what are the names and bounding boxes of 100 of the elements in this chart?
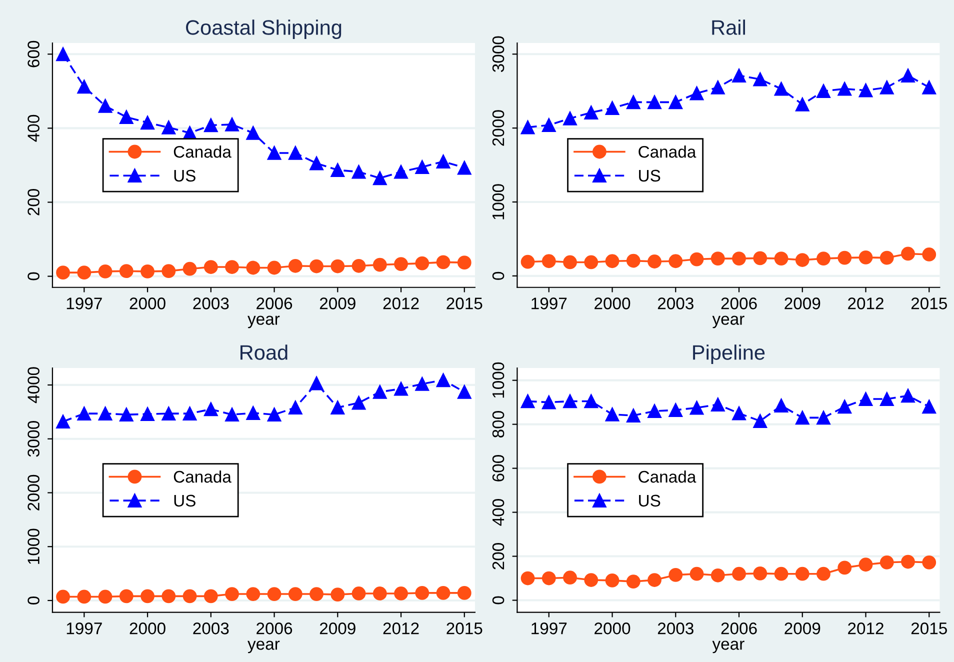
point: [204, 589, 218, 604]
point: [520, 394, 535, 408]
point: [352, 586, 366, 600]
point: [415, 376, 430, 391]
point: [140, 407, 154, 422]
point: [520, 571, 535, 586]
point: [605, 101, 620, 116]
y-tick-label: 600: [28, 40, 40, 68]
x-tick-label: 1997: [532, 298, 567, 310]
point: [605, 254, 620, 268]
point: [795, 566, 810, 581]
point: [542, 254, 556, 268]
point: [310, 587, 324, 601]
point: [330, 400, 345, 415]
point: [732, 68, 746, 83]
x-tick-label: 2003: [193, 298, 229, 310]
point: [204, 402, 218, 416]
legend-label: US: [639, 170, 660, 182]
point: [626, 408, 640, 422]
point: [119, 589, 134, 604]
point: [98, 406, 112, 420]
point: [246, 260, 260, 275]
point: [204, 260, 218, 274]
x-axis-title: year: [248, 640, 280, 654]
x-tick-label: 1997: [66, 298, 102, 310]
legend-label: Canada: [638, 146, 696, 158]
x-tick-label: 2000: [130, 298, 166, 310]
point: [922, 555, 936, 570]
point: [668, 254, 683, 268]
point: [56, 414, 70, 429]
point: [858, 83, 873, 98]
y-tick-label: 3000: [492, 36, 504, 72]
point: [182, 262, 197, 276]
point: [901, 388, 915, 403]
point: [584, 106, 598, 120]
point: [816, 252, 830, 266]
point: [436, 154, 450, 168]
x-axis-title: year: [248, 316, 280, 328]
point: [648, 95, 662, 110]
point: [710, 252, 725, 266]
point: [690, 566, 704, 581]
point: [542, 118, 556, 132]
legend-label: Canada: [638, 470, 696, 483]
point: [563, 394, 577, 408]
x-tick-label: 2003: [658, 298, 694, 310]
x-tick-label: 2006: [721, 622, 757, 634]
point: [119, 110, 134, 124]
point: [668, 568, 683, 582]
point: [98, 264, 112, 278]
x-tick-label: 2012: [383, 622, 419, 634]
point: [394, 382, 408, 396]
point: [584, 394, 598, 408]
x-tick-label: 1997: [532, 622, 567, 634]
point: [858, 392, 873, 406]
point: [816, 84, 830, 98]
point: [880, 555, 894, 570]
point: [520, 120, 535, 134]
point: [288, 146, 302, 160]
point: [690, 400, 704, 415]
x-axis-title: year: [712, 640, 744, 654]
point: [56, 47, 70, 62]
point: [372, 258, 387, 272]
point: [648, 404, 662, 418]
point: [710, 80, 725, 94]
point: [922, 248, 936, 262]
point: [119, 264, 134, 278]
chart-title: Rail: [712, 20, 745, 35]
point: [542, 571, 556, 586]
point: [668, 403, 683, 417]
point: [732, 566, 746, 581]
x-tick-label: 2012: [383, 298, 419, 310]
y-tick-label: 200: [492, 543, 504, 570]
point: [182, 406, 197, 420]
legend-label: US: [174, 170, 196, 182]
point: [246, 406, 260, 420]
x-tick-label: 2015: [911, 298, 947, 310]
point: [162, 264, 176, 278]
x-tick-label: 2015: [911, 622, 947, 634]
point: [394, 257, 408, 271]
point: [795, 97, 810, 112]
point: [288, 587, 302, 601]
point: [162, 120, 176, 134]
point: [648, 573, 662, 587]
x-tick-label: 2006: [256, 298, 292, 310]
point: [922, 80, 936, 94]
point: [584, 255, 598, 270]
point: [267, 408, 282, 422]
point: [584, 573, 598, 587]
point: [605, 407, 620, 422]
point: [710, 398, 725, 412]
point: [520, 254, 535, 269]
point: [288, 400, 302, 415]
y-tick-label: 0: [28, 596, 40, 604]
x-tick-label: 2006: [256, 622, 292, 634]
point: [267, 146, 282, 160]
point: [838, 560, 852, 575]
point: [204, 118, 218, 132]
y-tick-label: 2000: [492, 110, 504, 146]
x-tick-label: 2003: [658, 622, 694, 634]
point: [542, 395, 556, 410]
